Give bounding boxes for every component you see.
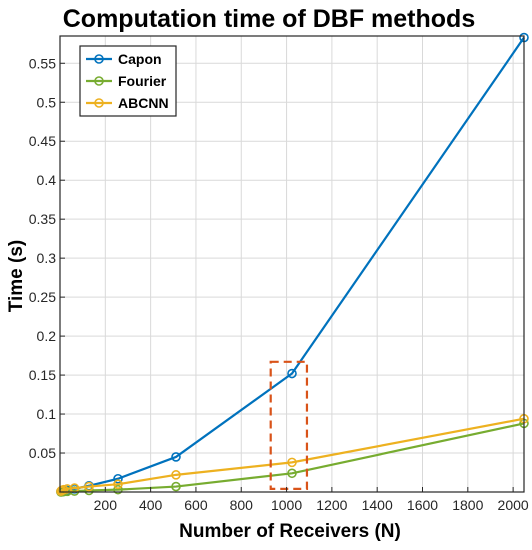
plot-frame — [59, 35, 525, 493]
x-tick-label: 1800 — [452, 497, 483, 513]
y-tick-label: 0.25 — [29, 289, 56, 305]
legend-label-abcnn: ABCNN — [118, 95, 169, 111]
legend: Capon Fourier ABCNN — [79, 45, 177, 117]
y-tick-label: 0.1 — [37, 406, 57, 422]
chart-title: Computation time of DBF methods — [63, 5, 475, 33]
y-tick-label: 0.05 — [29, 445, 56, 461]
x-axis-label: Number of Receivers (N) — [179, 521, 401, 542]
ticks: 200 400 600 800 1000 1200 1400 1600 1800 2000 0.05… — [29, 55, 529, 513]
data-point-abcnn — [84, 481, 94, 492]
grid — [60, 36, 524, 492]
x-tick-label: 400 — [139, 497, 163, 513]
data-point-fourier — [113, 484, 123, 495]
x-tick-label: 800 — [230, 497, 254, 513]
x-tick-label: 1600 — [407, 497, 438, 513]
y-tick-label: 0.15 — [29, 367, 56, 383]
y-tick-label: 0.3 — [37, 250, 57, 266]
legend-label-capon: Capon — [118, 51, 162, 67]
x-tick-label: 1400 — [362, 497, 393, 513]
data-point-fourier — [171, 481, 181, 492]
legend-marker-fourier — [94, 76, 104, 86]
series-line-abcnn — [60, 417, 525, 493]
legend-label-fourier: Fourier — [118, 73, 167, 89]
x-tick-label: 2000 — [498, 497, 529, 513]
data-point-capon — [113, 473, 123, 484]
data-point-abcnn — [171, 470, 181, 480]
y-tick-label: 0.45 — [29, 133, 56, 149]
highlight-box — [269, 360, 309, 490]
y-tick-label: 0.55 — [29, 55, 56, 71]
data-point-abcnn — [113, 479, 123, 490]
legend-marker-capon — [94, 54, 104, 64]
legend-marker-abcnn — [94, 98, 104, 108]
data-point-fourier — [287, 468, 297, 479]
x-tick-label: 1200 — [316, 497, 347, 513]
x-tick-label: 600 — [184, 497, 208, 513]
y-axis-label: Time (s) — [6, 240, 27, 313]
annotation-layer — [269, 360, 309, 490]
y-tick-label: 0.5 — [37, 94, 57, 110]
x-tick-label: 200 — [94, 497, 118, 513]
y-tick-label: 0.4 — [37, 172, 57, 188]
data-point-capon — [287, 368, 297, 379]
data-point-abcnn — [287, 457, 297, 468]
y-tick-label: 0.2 — [37, 328, 57, 344]
data-point-capon — [171, 452, 181, 462]
x-tick-label: 1000 — [271, 497, 302, 513]
y-tick-label: 0.35 — [29, 211, 56, 227]
